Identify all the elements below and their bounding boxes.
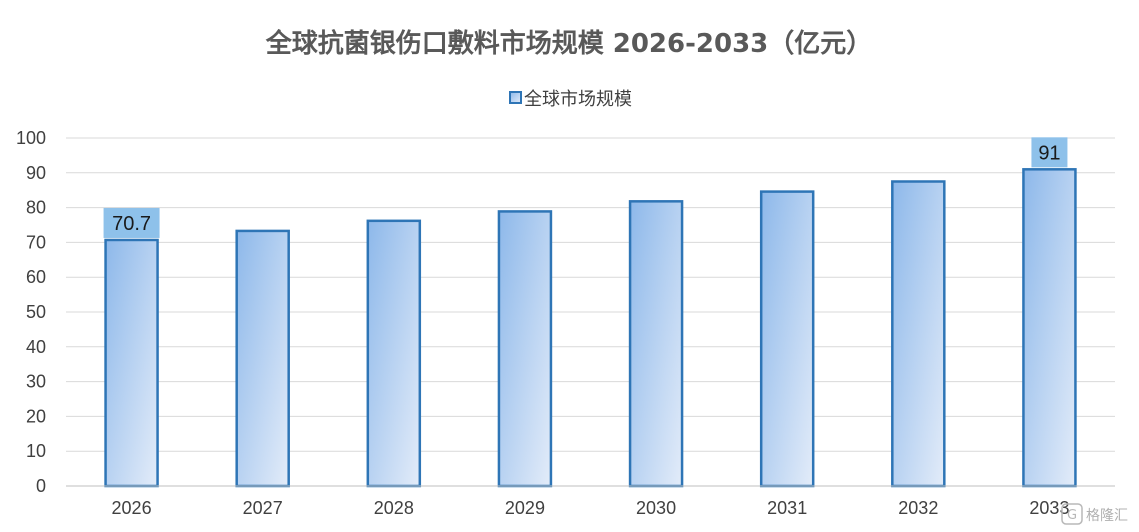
x-tick-label: 2031 — [767, 498, 807, 518]
data-label-bg — [1031, 137, 1068, 168]
data-labels: 70.7 91 — [103, 137, 1068, 238]
bar — [104, 238, 159, 488]
x-tick-label: 2028 — [374, 498, 414, 518]
y-axis-ticks: 0 10 20 30 40 50 60 70 80 90 100 — [16, 128, 46, 496]
gezhi-logo-icon — [1061, 503, 1083, 525]
gezhi-logo-glyph: G — [1067, 508, 1077, 523]
bar — [497, 210, 553, 488]
data-label-bg — [103, 207, 160, 238]
bar — [366, 219, 422, 488]
bar — [628, 200, 684, 488]
bar — [759, 190, 815, 488]
bar — [891, 180, 946, 488]
y-tick-label: 100 — [16, 128, 46, 148]
legend-label: 全球市场规模 — [524, 89, 632, 110]
data-label-text: 91 — [1038, 142, 1060, 164]
y-tick-label: 20 — [26, 406, 46, 426]
data-label: 91 — [1031, 137, 1068, 168]
x-tick-label: 2033 — [1029, 498, 1069, 518]
y-tick-label: 50 — [26, 302, 46, 322]
x-tick-label: 2027 — [243, 498, 283, 518]
x-tick-label: 2026 — [112, 498, 152, 518]
y-tick-label: 40 — [26, 337, 46, 357]
data-label: 70.7 — [103, 207, 160, 238]
bar — [1022, 168, 1077, 488]
y-tick-label: 90 — [26, 163, 46, 183]
watermark: G 格隆汇 — [1061, 503, 1128, 525]
y-tick-label: 10 — [26, 441, 46, 461]
gridlines — [66, 137, 1115, 452]
bars — [104, 168, 1077, 488]
legend-swatch — [509, 91, 522, 104]
watermark-text: 格隆汇 — [1086, 508, 1128, 524]
x-tick-label: 2029 — [505, 498, 545, 518]
chart-title: 全球抗菌银伤口敷料市场规模 2026-2033（亿元） — [265, 28, 873, 59]
y-tick-label: 30 — [26, 372, 46, 392]
x-tick-label: 2030 — [636, 498, 676, 518]
y-tick-label: 80 — [26, 198, 46, 218]
y-tick-label: 0 — [36, 476, 46, 496]
legend: 全球市场规模 — [509, 89, 632, 110]
y-tick-label: 60 — [26, 267, 46, 287]
x-axis-ticks: 2026 2027 2028 2029 2030 2031 2032 2033 — [112, 498, 1070, 518]
data-label-text: 70.7 — [112, 213, 151, 235]
x-tick-label: 2032 — [898, 498, 938, 518]
bar — [235, 229, 290, 488]
y-tick-label: 70 — [26, 232, 46, 252]
